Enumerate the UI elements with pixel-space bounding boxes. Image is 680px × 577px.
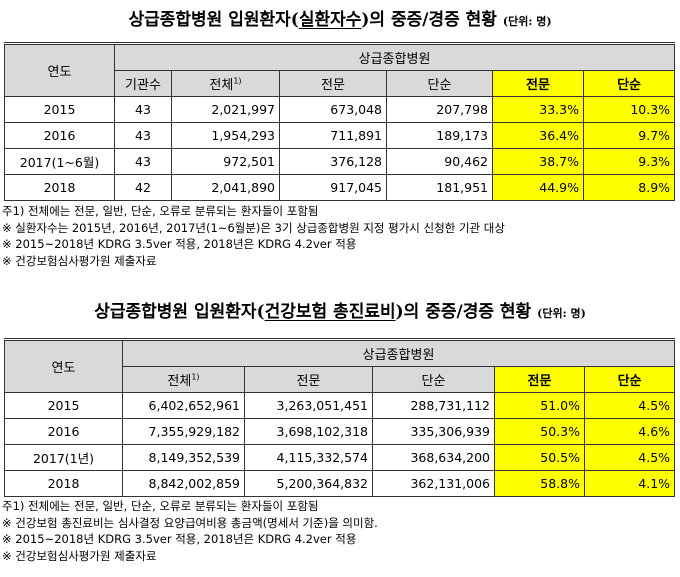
table1-note: ※ 건강보험심사평가원 제출자료 — [2, 253, 157, 268]
table2-row: 2017(1년) 8,149,352,539 4,115,332,574 368,63… — [4, 444, 676, 471]
table1-cell-simple-pct: 9.3% — [582, 148, 676, 175]
table1-cell-total: 2,041,890 — [171, 174, 280, 201]
table1-header-simple-pct: 단순 — [582, 70, 676, 97]
table1-cell-simple-pct: 9.7% — [582, 122, 676, 149]
table1-note: ※ 실환자수는 2015년, 2016년, 2017년(1~6월분)은 3기 상… — [2, 220, 505, 235]
table2-note: ※ 건강보험 총진료비는 심사결정 요양급여비용 총금액(명세서 기준)을 의미… — [2, 515, 378, 530]
table2-cell-total: 8,149,352,539 — [122, 444, 245, 471]
table1-cell-simple: 189,173 — [386, 122, 493, 149]
table1-cell-simple-pct: 10.3% — [582, 96, 676, 123]
table2-cell-year: 2017(1년) — [4, 444, 123, 471]
table2-cell-total: 7,355,929,182 — [122, 418, 245, 445]
table2-cell-simple: 288,731,112 — [372, 392, 495, 419]
table1-header-institutions: 기관수 — [114, 70, 172, 97]
table2-header-total: 전체1) — [122, 366, 245, 393]
table2-cell-specialized-pct: 51.0% — [494, 392, 585, 419]
table2-cell-total: 6,402,652,961 — [122, 392, 245, 419]
table2-cell-specialized: 3,698,102,318 — [244, 418, 373, 445]
table1-cell-total: 2,021,997 — [171, 96, 280, 123]
table1-cell-specialized-pct: 36.4% — [492, 122, 584, 149]
table1-cell-specialized: 917,045 — [279, 174, 387, 201]
table1-note: ※ 2015~2018년 KDRG 3.5ver 적용, 2018년은 KDRG… — [2, 237, 357, 251]
table1-header-specialized: 전문 — [279, 70, 387, 97]
table1-cell-total: 1,954,293 — [171, 122, 280, 149]
table2-cell-specialized-pct: 50.5% — [494, 444, 585, 471]
table1-row: 2016 43 1,954,293 711,891 189,173 36.4% 9.7% — [4, 122, 676, 149]
table2-cell-specialized: 4,115,332,574 — [244, 444, 373, 471]
table1-row: 2017(1~6월) 43 972,501 376,128 90,462 38.7% 9.3… — [4, 148, 676, 175]
table2-cell-simple-pct: 4.5% — [583, 392, 676, 419]
table1-title-underlined: 실환자수 — [298, 10, 362, 30]
table1-cell-simple: 207,798 — [386, 96, 493, 123]
table2-cell-specialized: 5,200,364,832 — [244, 470, 373, 497]
table2-cell-simple: 362,131,006 — [372, 470, 495, 497]
table2-header-simple: 단순 — [372, 366, 495, 393]
table2-note: ※ 2015~2018년 KDRG 3.5ver 적용, 2018년은 KDRG… — [2, 532, 357, 546]
table1: 연도 상급종합병원 기관수 전체1) 전문 단순 전문 단순 2015 43 2,0… — [4, 42, 676, 201]
table2: 연도 상급종합병원 전체1) 전문 단순 전문 단순 2015 6,402,652… — [4, 338, 676, 497]
table1-header-specialized-pct: 전문 — [492, 70, 584, 97]
table2-cell-year: 2016 — [4, 418, 123, 445]
table1-cell-institutions: 43 — [114, 148, 172, 175]
table1-cell-simple: 181,951 — [386, 174, 493, 201]
table1-header-year: 연도 — [4, 42, 115, 97]
table1-cell-year: 2016 — [4, 122, 115, 149]
table1-cell-total: 972,501 — [171, 148, 280, 175]
table2-cell-simple-pct: 4.6% — [583, 418, 676, 445]
table2-notes: 주1) 전체에는 전문, 일반, 단순, 오류로 분류되는 환자들이 포함됨 ※… — [2, 498, 678, 564]
table2-cell-simple-pct: 4.5% — [583, 444, 676, 471]
table1-cell-specialized: 673,048 — [279, 96, 387, 123]
table2-note: 주1) 전체에는 전문, 일반, 단순, 오류로 분류되는 환자들이 포함됨 — [2, 499, 319, 513]
table2-header-year: 연도 — [4, 338, 123, 393]
table1-notes: 주1) 전체에는 전문, 일반, 단순, 오류로 분류되는 환자들이 포함됨 ※… — [2, 203, 678, 269]
table2-cell-specialized-pct: 58.8% — [494, 470, 585, 497]
table2-header-group: 상급종합병원 — [121, 338, 676, 367]
table1-header-total: 전체1) — [171, 70, 280, 97]
table1-cell-year: 2018 — [4, 174, 115, 201]
table1-cell-institutions: 43 — [114, 96, 172, 123]
table2-cell-year: 2018 — [4, 470, 123, 497]
table2-header-simple-pct: 단순 — [583, 366, 676, 393]
table1-cell-institutions: 42 — [114, 174, 172, 201]
table1-cell-specialized: 711,891 — [279, 122, 387, 149]
table1-cell-specialized-pct: 33.3% — [492, 96, 584, 123]
table1-row: 2015 43 2,021,997 673,048 207,798 33.3% 10.3% — [4, 96, 676, 123]
table1-row: 2018 42 2,041,890 917,045 181,951 44.9% 8.9% — [4, 174, 676, 201]
table2-cell-specialized: 3,263,051,451 — [244, 392, 373, 419]
table1-unit: (단위: 명) — [502, 15, 552, 28]
table1-cell-year: 2017(1~6월) — [4, 148, 115, 175]
table1-header-simple: 단순 — [386, 70, 493, 97]
table2-cell-year: 2015 — [4, 392, 123, 419]
table2-note: ※ 건강보험심사평가원 제출자료 — [2, 548, 157, 563]
table1-header-group: 상급종합병원 — [113, 42, 676, 71]
table2-row: 2016 7,355,929,182 3,698,102,318 335,306,93… — [4, 418, 676, 445]
table1-cell-simple: 90,462 — [386, 148, 493, 175]
table2-cell-total: 8,842,002,859 — [122, 470, 245, 497]
table2-header-specialized: 전문 — [244, 366, 373, 393]
table2-row: 2015 6,402,652,961 3,263,051,451 288,731,11… — [4, 392, 676, 419]
table1-cell-specialized-pct: 44.9% — [492, 174, 584, 201]
table1-cell-year: 2015 — [4, 96, 115, 123]
table2-cell-simple-pct: 4.1% — [583, 470, 676, 497]
table1-cell-simple-pct: 8.9% — [582, 174, 676, 201]
table2-unit: (단위: 명) — [537, 307, 586, 320]
table1-cell-institutions: 43 — [114, 122, 172, 149]
table2-title: 상급종합병원 입원환자(건강보험 총진료비)의 중증/경증 현황 (단위: 명) — [94, 302, 586, 322]
table1-note: 주1) 전체에는 전문, 일반, 단순, 오류로 분류되는 환자들이 포함됨 — [2, 204, 319, 218]
table2-title-underlined: 건강보험 총진료비 — [264, 302, 396, 322]
table1-cell-specialized: 376,128 — [279, 148, 387, 175]
table1-cell-specialized-pct: 38.7% — [492, 148, 584, 175]
table2-row: 2018 8,842,002,859 5,200,364,832 362,131,00… — [4, 470, 676, 497]
table2-header-specialized-pct: 전문 — [494, 366, 585, 393]
table2-cell-simple: 368,634,200 — [372, 444, 495, 471]
table2-cell-simple: 335,306,939 — [372, 418, 495, 445]
table2-cell-specialized-pct: 50.3% — [494, 418, 585, 445]
table1-title: 상급종합병원 입원환자(실환자수)의 중증/경증 현황 (단위: 명) — [128, 10, 552, 30]
